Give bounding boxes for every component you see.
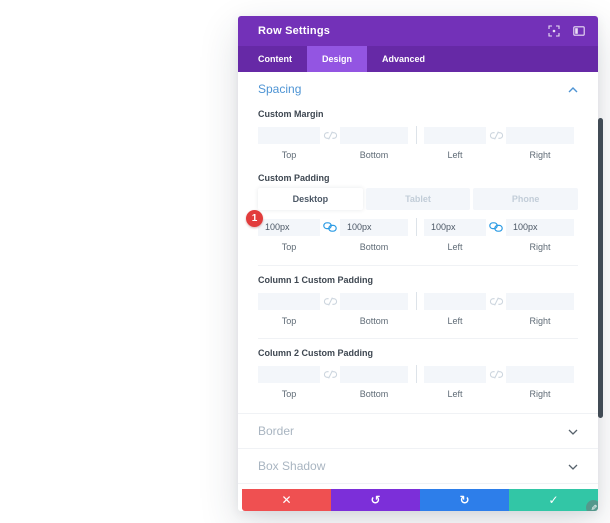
chevron-down-icon (568, 457, 578, 475)
margin-right-input[interactable] (506, 126, 574, 144)
field-label-right: Right (529, 389, 551, 399)
edit-handle-badge[interactable]: ✎ (586, 500, 598, 511)
custom-padding-group: Custom Padding Desktop Tablet Phone (258, 173, 579, 252)
modal-body: Spacing Custom Margin (238, 72, 598, 511)
pencil-icon: ✎ (589, 504, 598, 511)
field-pair-divider (408, 218, 424, 236)
redo-button[interactable]: ↻ (420, 489, 509, 511)
field-pair-divider (408, 126, 424, 144)
unlink-icon[interactable] (486, 296, 506, 306)
check-icon: ✓ (548, 493, 559, 507)
field-label-right: Right (529, 242, 551, 252)
chevron-up-icon (568, 80, 578, 98)
link-icon[interactable] (486, 222, 506, 232)
col2-padding-left-input[interactable] (424, 365, 486, 383)
field-label-bottom: Bottom (359, 242, 389, 252)
focus-position-icon[interactable] (548, 25, 560, 37)
box-shadow-section-header[interactable]: Box Shadow (238, 448, 598, 483)
save-button[interactable]: ✓ (509, 489, 598, 511)
dock-layout-icon[interactable] (573, 26, 585, 36)
padding-left-input[interactable] (424, 218, 486, 236)
margin-bottom-input[interactable] (340, 126, 408, 144)
modal-title: Row Settings (258, 25, 331, 37)
border-section-title: Border (258, 424, 295, 438)
unlink-icon[interactable] (320, 130, 340, 140)
tab-advanced[interactable]: Advanced (382, 54, 426, 64)
modal-header: Row Settings (238, 16, 598, 46)
unlink-icon[interactable] (320, 369, 340, 379)
field-label-bottom: Bottom (359, 316, 389, 326)
discard-button[interactable]: ✕ (242, 489, 331, 511)
col1-padding-left-input[interactable] (424, 292, 486, 310)
custom-margin-group: Custom Margin (258, 109, 578, 160)
settings-tab-bar: Content Design Advanced (238, 46, 598, 72)
margin-left-input[interactable] (424, 126, 486, 144)
field-label-left: Left (447, 316, 463, 326)
custom-padding-label: Custom Padding (258, 173, 330, 183)
col1-padding-bottom-input[interactable] (340, 292, 408, 310)
column-2-padding-group: Column 2 Custom Padding (258, 348, 578, 399)
field-pair-divider (408, 292, 424, 310)
field-label-top: Top (281, 316, 297, 326)
spacing-section-header[interactable]: Spacing (258, 78, 578, 100)
border-section-header[interactable]: Border (238, 413, 598, 448)
column-2-padding-label: Column 2 Custom Padding (258, 348, 374, 358)
close-icon: ✕ (281, 493, 292, 507)
field-label-left: Left (447, 389, 463, 399)
annotation-step-number: 1 (251, 213, 258, 224)
action-toolbar: ✕ ↺ ↻ ✓ ✎ (242, 489, 598, 511)
padding-right-input[interactable] (506, 218, 574, 236)
undo-button[interactable]: ↺ (331, 489, 420, 511)
device-tab-tablet[interactable]: Tablet (365, 188, 471, 210)
unlink-icon[interactable] (486, 130, 506, 140)
link-icon[interactable] (320, 222, 340, 232)
column-1-padding-label: Column 1 Custom Padding (258, 275, 374, 285)
box-shadow-section-title: Box Shadow (258, 459, 326, 473)
spacing-section-title: Spacing (258, 82, 302, 96)
margin-top-input[interactable] (258, 126, 320, 144)
group-divider (258, 265, 578, 266)
field-label-bottom: Bottom (359, 150, 389, 160)
col2-padding-top-input[interactable] (258, 365, 320, 383)
unlink-icon[interactable] (486, 369, 506, 379)
field-label-top: Top (281, 150, 297, 160)
redo-icon: ↻ (459, 493, 470, 507)
device-tab-desktop[interactable]: Desktop (258, 188, 363, 210)
padding-bottom-input[interactable] (340, 218, 408, 236)
group-divider (258, 338, 578, 339)
field-label-left: Left (447, 150, 463, 160)
device-tab-phone[interactable]: Phone (473, 188, 579, 210)
tab-design[interactable]: Design (307, 46, 368, 72)
field-label-left: Left (447, 242, 463, 252)
device-tab-bar: Desktop Tablet Phone (258, 188, 579, 210)
scrollbar-thumb[interactable] (598, 118, 603, 418)
chevron-down-icon (568, 422, 578, 440)
unlink-icon[interactable] (320, 296, 340, 306)
field-label-top: Top (281, 389, 297, 399)
annotation-step-badge: 1 (246, 210, 263, 227)
padding-top-input[interactable] (258, 218, 320, 236)
column-1-padding-group: Column 1 Custom Padding (258, 275, 578, 326)
custom-margin-label: Custom Margin (258, 109, 324, 119)
field-pair-divider (408, 365, 424, 383)
col2-padding-bottom-input[interactable] (340, 365, 408, 383)
col1-padding-right-input[interactable] (506, 292, 574, 310)
field-label-right: Right (529, 150, 551, 160)
undo-icon: ↺ (370, 493, 381, 507)
col2-padding-right-input[interactable] (506, 365, 574, 383)
field-label-bottom: Bottom (359, 389, 389, 399)
col1-padding-top-input[interactable] (258, 292, 320, 310)
row-settings-modal: Row Settings Content Desig (238, 16, 598, 511)
field-label-top: Top (281, 242, 297, 252)
field-label-right: Right (529, 316, 551, 326)
tab-content[interactable]: Content (258, 54, 292, 64)
